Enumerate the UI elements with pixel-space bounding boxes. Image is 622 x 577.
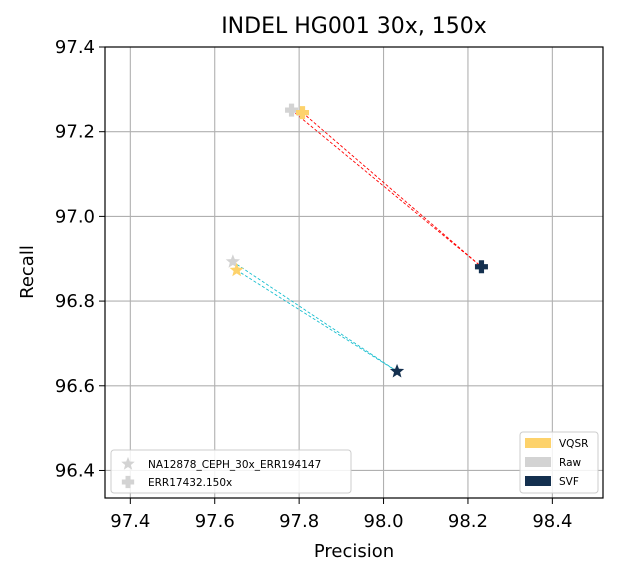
legend-method-label: Raw [559,457,581,469]
legend-method-label: VQSR [559,438,588,450]
legend-method-label: SVF [559,476,579,488]
legend-method-swatch [525,457,551,467]
y-tick-label: 97.0 [55,206,95,227]
y-tick-label: 96.6 [55,376,95,397]
x-tick-label: 97.6 [195,511,235,532]
data-point-svf-plus [474,260,488,274]
legend-series-label: ERR17432.150x [148,477,232,489]
chart-title: INDEL HG001 30x, 150x [221,14,487,39]
legend-series-box [110,449,352,494]
legend-method-swatch [525,438,551,448]
data-point-raw-plus [285,103,299,117]
legend-methods: VQSR Raw SVF [519,431,599,494]
data-point-raw-star [225,254,241,268]
connector-line [291,109,482,268]
data-point-vqsr-star [229,262,244,277]
legend-series: NA12878_CEPH_30x_ERR194147 ERR17432.150x [110,449,352,494]
legend-series-label: NA12878_CEPH_30x_ERR194147 [148,459,321,471]
x-tick-label: 97.8 [279,511,319,532]
axis-ticks: 97.4 97.6 97.8 98.0 98.2 98.4 96.4 96.6 96.8 97.0… [55,37,572,532]
x-tick-label: 98.4 [532,511,572,532]
x-tick-label: 97.4 [110,511,150,532]
plot-frame [104,46,604,499]
data-points [225,103,488,378]
legend-series-marker [121,475,135,489]
y-tick-label: 96.8 [55,291,95,312]
data-point-vqsr-plus [296,106,310,120]
connector-lines [232,109,482,372]
connector-line [236,269,398,372]
connector-line [302,112,482,268]
y-axis-label: Recall [17,245,38,299]
y-tick-label: 97.4 [55,37,95,58]
connector-line [232,261,398,372]
x-tick-label: 98.0 [364,511,404,532]
y-tick-label: 96.4 [55,460,95,481]
y-tick-label: 97.2 [55,122,95,143]
grid [105,46,603,498]
x-axis-label: Precision [314,541,394,562]
x-tick-label: 98.2 [448,511,488,532]
legend-method-swatch [525,476,551,486]
data-point-svf-star [389,363,405,378]
legend-series-marker [121,456,135,470]
